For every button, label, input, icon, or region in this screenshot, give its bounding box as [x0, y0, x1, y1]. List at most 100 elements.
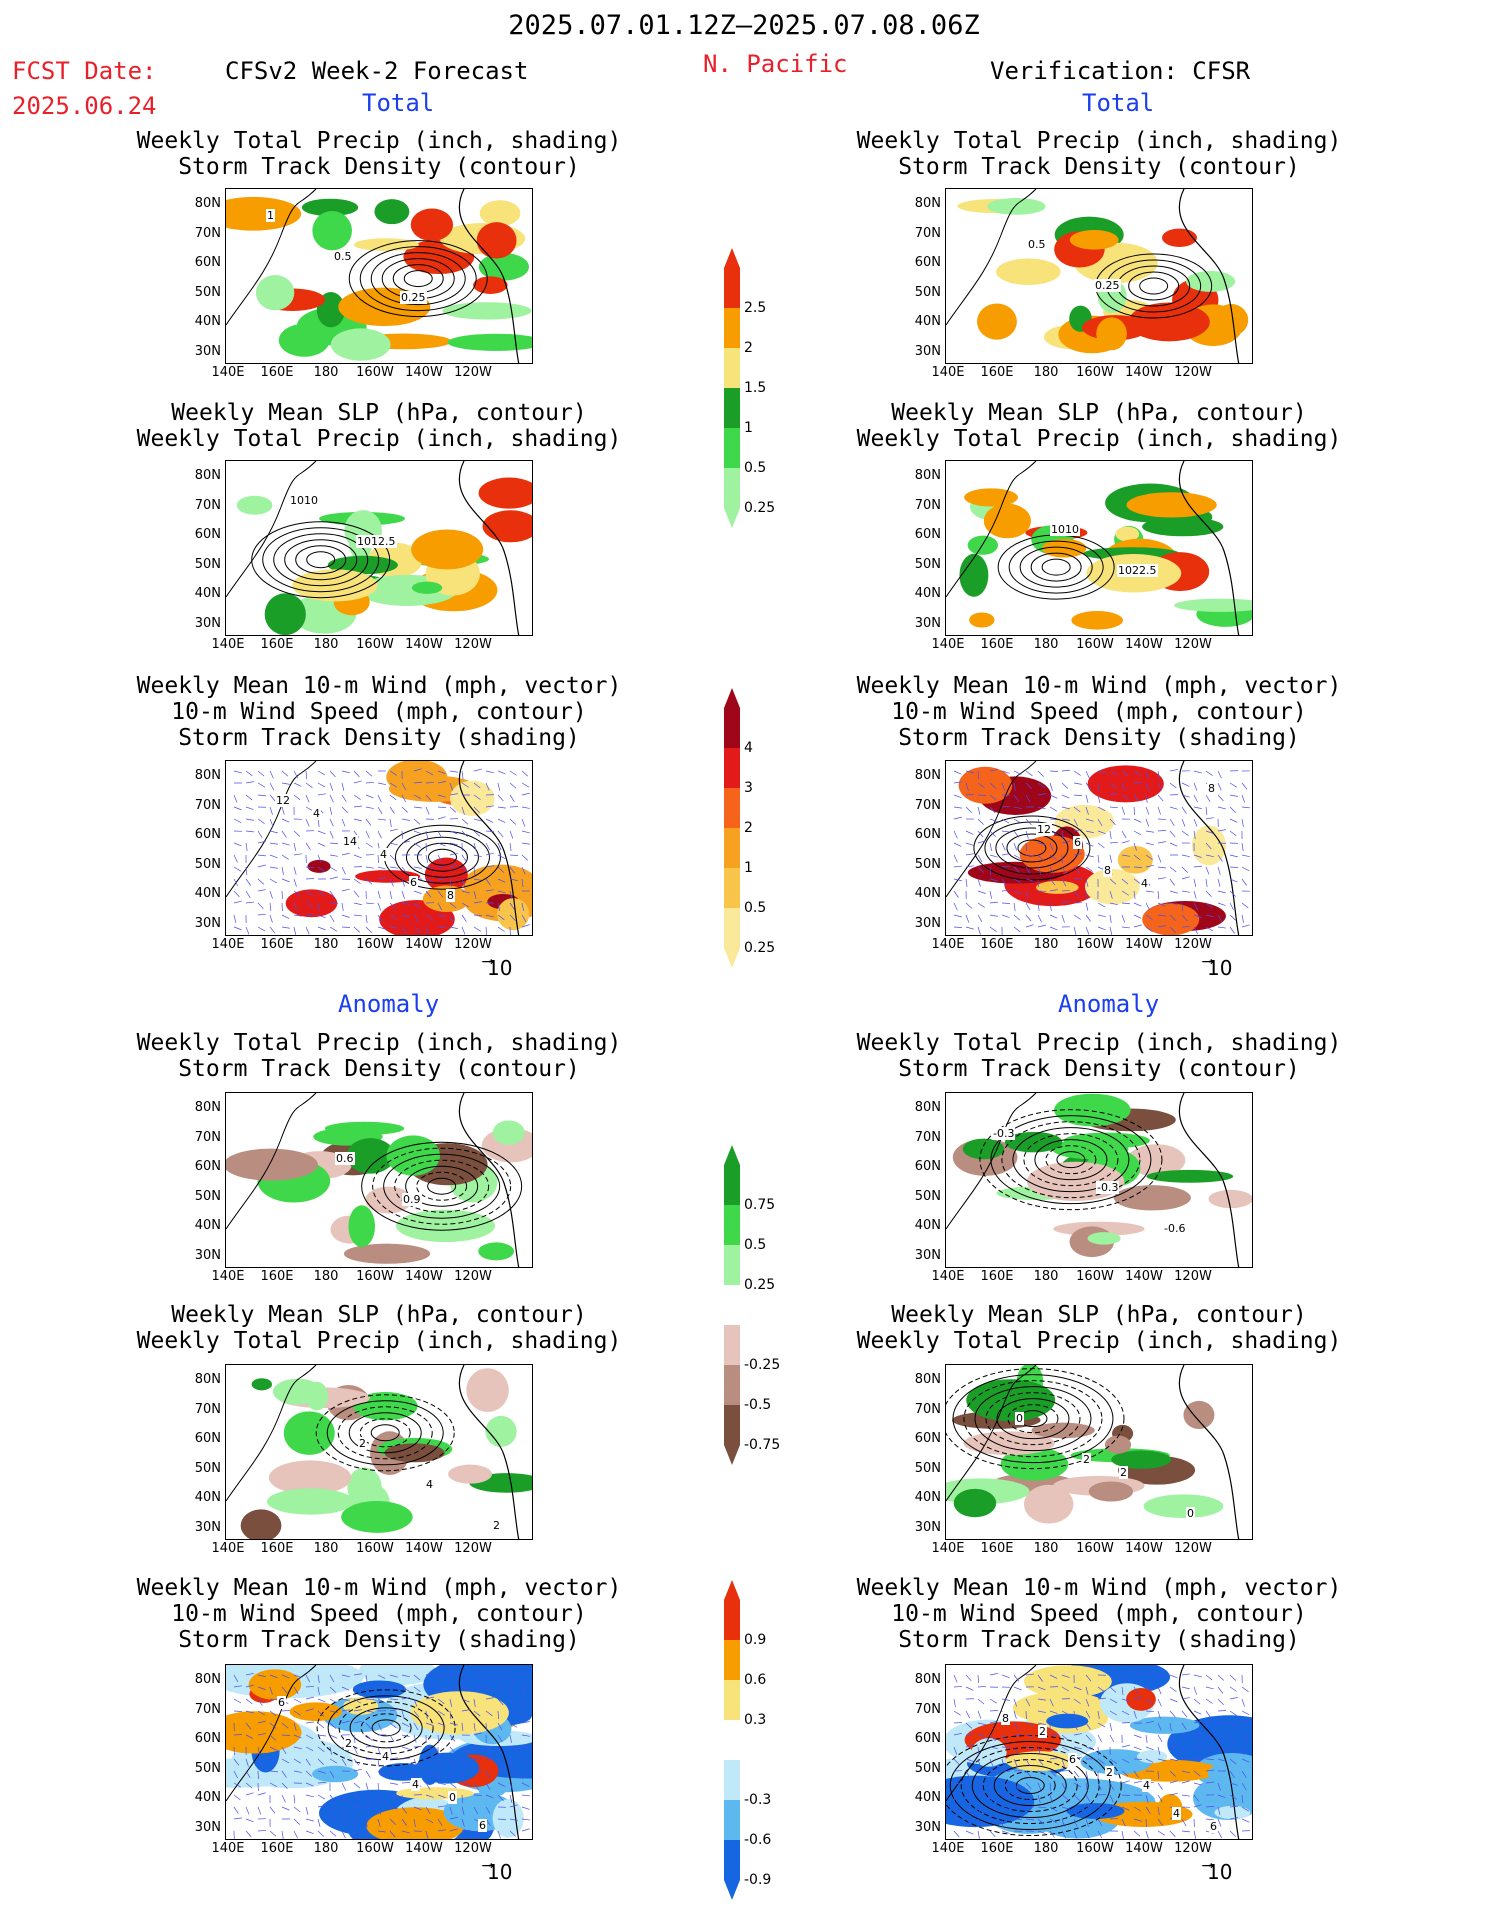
wind-vector: [449, 842, 458, 846]
lat-tick-label: 80N: [914, 1372, 941, 1387]
wind-vector: [1181, 1686, 1190, 1690]
lon-tick-label: 160E: [260, 365, 294, 380]
wind-vector: [281, 890, 283, 900]
wind-vector: [1169, 842, 1178, 847]
lon-tick-label: 180: [1033, 637, 1059, 652]
period-title: 2025.07.01.12Z–2025.07.08.06Z: [508, 10, 980, 41]
contour-line: [1056, 1151, 1086, 1169]
wind-vector: [509, 1698, 515, 1706]
wind-vector: [1121, 1698, 1130, 1702]
wind-vector: [1073, 782, 1082, 785]
wind-vector: [401, 1770, 408, 1778]
wind-vector: [353, 1794, 361, 1800]
wind-vector: [377, 914, 383, 922]
shade-patch: [1111, 1450, 1172, 1469]
wind-vector: [461, 1818, 465, 1827]
wind-vector: [269, 890, 273, 899]
wind-vector: [1133, 830, 1142, 836]
wind-vector: [1121, 1758, 1130, 1763]
wind-vector: [497, 914, 505, 921]
wind-vector: [269, 854, 278, 859]
wind-vector: [317, 926, 326, 931]
wind-vector: [1157, 794, 1164, 802]
lat-tick-label: 50N: [914, 856, 941, 872]
wind-vector: [1013, 1722, 1020, 1730]
map-field: [226, 1093, 532, 1267]
wind-vector: [521, 1673, 530, 1676]
wind-vector: [1085, 1734, 1092, 1742]
wind-vector: [257, 770, 265, 777]
wind-vector: [329, 818, 334, 827]
wind-vector: [1061, 1686, 1070, 1692]
wind-vector: [473, 914, 482, 917]
wind-vector: [425, 770, 434, 776]
shade-patch: [476, 222, 517, 259]
wind-vector: [449, 852, 458, 856]
shade-patch: [473, 276, 508, 294]
wind-vector: [1193, 1804, 1202, 1808]
shade-patch: [1035, 880, 1079, 894]
wind-vector: [341, 1709, 350, 1712]
wind-vector: [437, 878, 446, 881]
wind-vector: [1061, 914, 1065, 923]
lon-tick-label: 140E: [211, 1541, 245, 1556]
wind-vector: [1025, 842, 1027, 852]
wind-vector: [1025, 1782, 1032, 1790]
wind-vector: [1085, 1674, 1092, 1682]
wind-vector: [257, 840, 266, 844]
wind-vector: [377, 1722, 382, 1731]
wind-vector: [233, 1806, 239, 1814]
wind-vector: [257, 818, 265, 824]
wind-vector: [281, 1686, 288, 1694]
wind-vector: [425, 830, 429, 839]
wind-vector: [377, 818, 386, 821]
wind-vector: [281, 926, 290, 929]
wind-vector: [425, 914, 433, 920]
contour-line: [985, 1392, 1081, 1446]
wind-vector: [1013, 1758, 1018, 1767]
wind-vector: [413, 781, 422, 784]
wind-vector: [305, 902, 314, 908]
wind-vector: [521, 1806, 530, 1810]
lat-tick-label: 30N: [914, 1519, 941, 1535]
wind-vector: [1121, 770, 1129, 777]
wind-vector: [1049, 1794, 1053, 1803]
wind-vector: [1193, 1710, 1202, 1715]
wind-vector: [953, 1758, 960, 1766]
wind-vector: [1061, 806, 1070, 810]
wind-vector: [1109, 1782, 1114, 1791]
wind-vector: [1049, 1818, 1058, 1824]
lon-tick-label: 160W: [1076, 637, 1114, 652]
wind-vector: [1013, 806, 1022, 809]
lat-tick-label: 30N: [194, 1247, 221, 1263]
shade-patch: [322, 1697, 398, 1733]
contour-line: [372, 1147, 512, 1225]
shade-patch: [478, 253, 529, 281]
wind-vector: [1169, 782, 1177, 789]
wind-vector: [449, 1673, 458, 1676]
contour-label: 4: [425, 1478, 434, 1491]
wind-vector: [1001, 805, 1011, 808]
wind-vector: [257, 1746, 261, 1755]
wind-vector: [509, 1722, 518, 1728]
wind-vector: [1085, 1818, 1089, 1827]
wind-vector: [353, 1709, 362, 1712]
wind-vector: [1241, 1710, 1250, 1716]
wind-vector: [1061, 1818, 1065, 1827]
wind-vector: [1217, 914, 1223, 923]
wind-vector: [497, 1758, 503, 1767]
wind-vector: [1049, 1698, 1054, 1707]
section-total-right: Total: [1082, 89, 1155, 117]
wind-vector: [521, 1782, 530, 1787]
wind-vector: [1025, 1673, 1034, 1676]
wind-vector: [1109, 878, 1117, 885]
wind-vector: [1181, 1780, 1190, 1784]
wind-vector: [1181, 1830, 1190, 1833]
colorbar-swatch: [724, 468, 740, 508]
wind-vector: [1049, 794, 1058, 799]
wind-vector: [437, 1722, 446, 1727]
wind-vector: [245, 1770, 251, 1778]
wind-vector: [953, 816, 962, 820]
wind-vector: [425, 890, 432, 898]
wind-vector: [485, 782, 490, 791]
